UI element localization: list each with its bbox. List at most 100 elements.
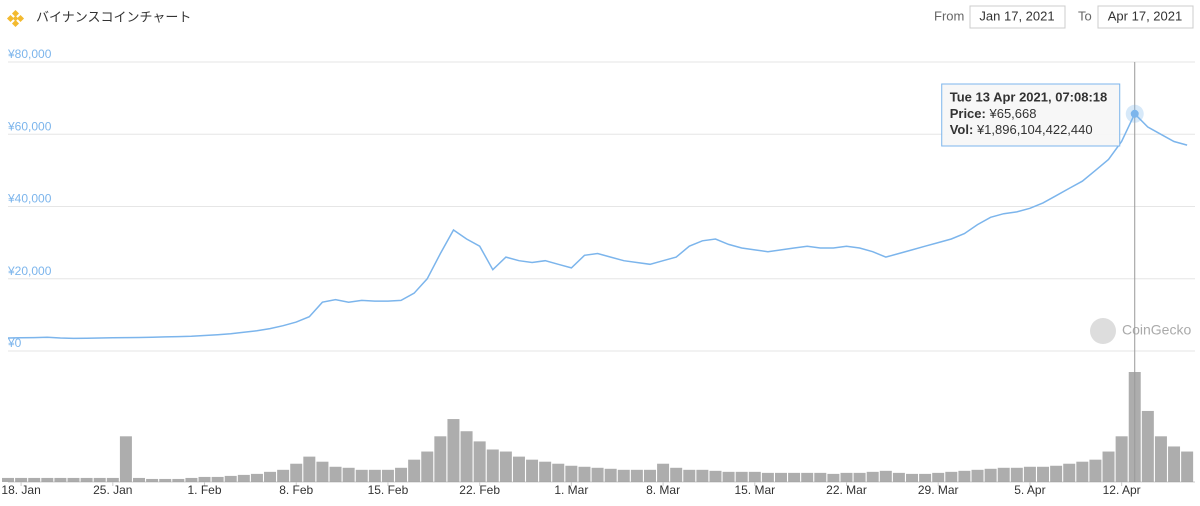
- volume-bar: [1010, 467, 1023, 482]
- y-tick-label: ¥20,000: [7, 264, 52, 278]
- volume-bar: [526, 459, 539, 482]
- to-label: To: [1078, 8, 1092, 23]
- volume-bar: [735, 471, 748, 482]
- x-tick-label: 12. Apr: [1103, 483, 1141, 497]
- volume-bar: [774, 472, 787, 482]
- volume-bar: [355, 469, 368, 482]
- volume-bar: [486, 449, 499, 482]
- volume-bar: [604, 468, 617, 482]
- volume-bar: [1102, 451, 1115, 482]
- tooltip-row: Price: ¥65,668: [950, 106, 1037, 121]
- x-tick-label: 22. Feb: [459, 483, 500, 497]
- volume-bar: [172, 478, 185, 482]
- volume-bar: [630, 469, 643, 482]
- volume-bar: [54, 477, 67, 482]
- price-line: [7, 112, 1188, 340]
- volume-bar: [1050, 465, 1063, 482]
- from-date-input[interactable]: [969, 5, 1066, 29]
- y-tick-label: ¥0: [7, 336, 22, 350]
- volume-bar: [28, 477, 41, 482]
- from-label: From: [934, 8, 964, 23]
- volume-bar: [421, 451, 434, 482]
- volume-bar: [578, 466, 591, 482]
- watermark: CoinGecko: [1122, 322, 1191, 338]
- x-tick-label: 8. Mar: [646, 483, 680, 497]
- watermark-logo: [1090, 318, 1116, 344]
- to-date[interactable]: Apr 17, 2021: [1108, 8, 1182, 23]
- volume-bar: [958, 470, 971, 482]
- from-date[interactable]: Jan 17, 2021: [979, 8, 1054, 23]
- volume-bar: [539, 461, 552, 482]
- volume-bar: [408, 459, 421, 482]
- y-tick-label: ¥80,000: [7, 47, 52, 61]
- volume-bar: [237, 474, 250, 482]
- tooltip-row: Vol: ¥1,896,104,422,440: [950, 122, 1093, 137]
- x-tick-label: 25. Jan: [93, 483, 132, 497]
- y-tick-label: ¥40,000: [7, 192, 52, 206]
- x-tick-label: 8. Feb: [279, 483, 313, 497]
- volume-bar: [814, 472, 827, 482]
- volume-bar: [617, 469, 630, 482]
- volume-bar: [827, 473, 840, 482]
- volume-bar: [683, 469, 696, 482]
- volume-bar: [159, 478, 172, 482]
- volume-bar: [984, 468, 997, 482]
- volume-bar: [473, 441, 486, 482]
- volume-bar: [290, 463, 303, 482]
- volume-bar: [788, 472, 801, 482]
- logo: [6, 9, 25, 28]
- volume-bar: [106, 477, 119, 482]
- tooltip-box: [941, 83, 1121, 147]
- tooltip-label: Vol:: [950, 122, 974, 137]
- volume-bar: [119, 436, 132, 482]
- volume-bar: [133, 477, 146, 482]
- volume-bar: [932, 472, 945, 482]
- tooltip-value: ¥1,896,104,422,440: [976, 122, 1093, 137]
- volume-bar: [997, 467, 1010, 482]
- x-tick-label: 22. Mar: [826, 483, 867, 497]
- volume-bar: [801, 472, 814, 482]
- volume-bar: [853, 472, 866, 482]
- volume-bar: [447, 419, 460, 482]
- volume-bar: [1115, 436, 1128, 482]
- volume-bar: [224, 475, 237, 482]
- volume-bar: [919, 473, 932, 482]
- volume-bar: [264, 471, 277, 482]
- volume-bar: [1037, 466, 1050, 482]
- volume-bar: [316, 461, 329, 482]
- volume-bar: [552, 463, 565, 482]
- volume-bar: [643, 469, 656, 482]
- tooltip-label: Price:: [950, 106, 986, 121]
- volume-bar: [906, 473, 919, 482]
- volume-bar: [80, 477, 93, 482]
- volume-bar: [1023, 466, 1036, 482]
- to-date-input[interactable]: [1097, 5, 1194, 29]
- volume-bar: [892, 472, 905, 482]
- x-tick-label: 18. Jan: [1, 483, 40, 497]
- tooltip-value: ¥65,668: [988, 106, 1036, 121]
- volume-bar: [840, 472, 853, 482]
- volume-bar: [1063, 463, 1076, 482]
- volume-bar: [93, 477, 106, 482]
- volume-bar: [303, 456, 316, 482]
- x-tick-label: 15. Mar: [734, 483, 775, 497]
- volume-bar: [368, 469, 381, 482]
- volume-bar: [1168, 446, 1181, 482]
- x-tick-label: 29. Mar: [918, 483, 959, 497]
- volume-bar: [342, 467, 355, 482]
- volume-bar: [696, 469, 709, 482]
- volume-bar: [250, 473, 263, 482]
- volume-bar: [565, 465, 578, 482]
- tooltip-title: Tue 13 Apr 2021, 07:08:18: [950, 89, 1108, 104]
- volume-bar: [670, 467, 683, 482]
- x-tick-label: 15. Feb: [368, 483, 409, 497]
- volume-bar: [1076, 461, 1089, 482]
- volume-bar: [211, 476, 224, 482]
- volume-bar: [41, 477, 54, 482]
- x-tick-label: 1. Feb: [188, 483, 222, 497]
- volume-bar: [460, 431, 473, 482]
- volume-bar: [748, 471, 761, 482]
